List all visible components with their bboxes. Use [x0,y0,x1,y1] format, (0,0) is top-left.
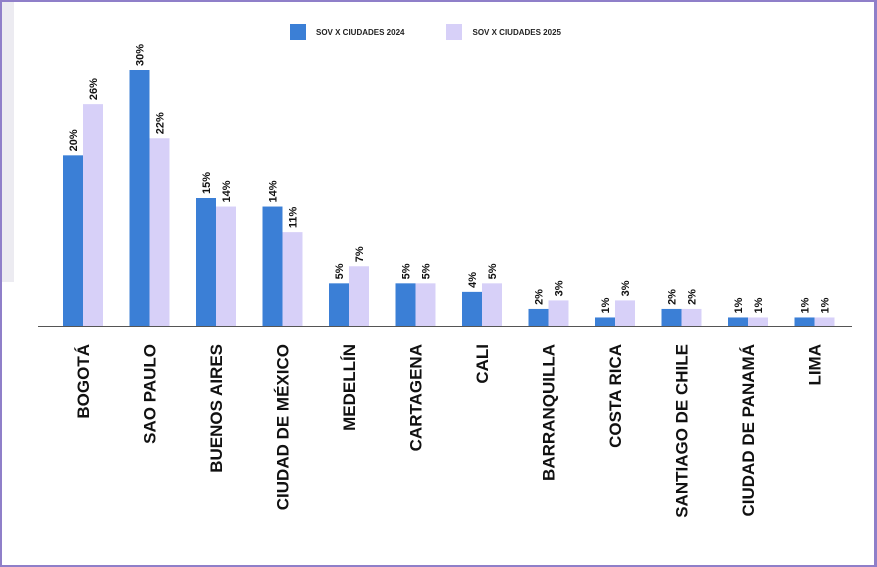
category-label-1: SAO PAULO [141,344,160,444]
legend-item-2025: SOV X CIUDADES 2025 [446,24,561,40]
data-label-2024-2: 15% [201,172,213,194]
legend-label-2025: SOV X CIUDADES 2025 [472,27,561,37]
data-label-2024-5: 5% [401,263,413,279]
data-label-2025-2: 14% [221,180,233,202]
data-label-2025-4: 7% [354,246,366,262]
data-label-2024-3: 14% [268,180,280,202]
bar-2025-7 [548,300,569,326]
legend-swatch-2025 [446,24,463,40]
bar-2025-5 [415,283,436,326]
bar-2025-3 [282,232,303,326]
data-label-2025-7: 3% [554,280,566,296]
background-panel [2,2,14,282]
data-label-2024-10: 1% [733,297,745,313]
bar-2024-9 [661,308,682,326]
data-label-2025-9: 2% [687,289,699,305]
data-label-2025-6: 5% [487,263,499,279]
bar-2025-1 [149,138,170,326]
bar-2025-11 [814,317,835,326]
category-label-11: LIMA [806,344,825,386]
data-label-2024-8: 1% [600,297,612,313]
bar-2025-4 [349,266,369,326]
category-label-4: MEDELLÍN [340,344,359,431]
bar-2024-1 [129,70,150,326]
bar-2024-11 [794,317,815,326]
data-label-2025-8: 3% [620,280,632,296]
data-label-2024-6: 4% [467,272,479,288]
category-label-0: BOGOTÁ [74,344,93,419]
bar-2024-8 [595,317,615,326]
category-label-2: BUENOS AIRES [207,344,226,473]
data-label-2025-1: 22% [155,112,167,134]
category-label-6: CALI [473,344,492,384]
category-label-7: BARRANQUILLA [540,344,559,481]
bar-2025-8 [615,300,635,326]
legend: SOV X CIUDADES 2024 SOV X CIUDADES 2025 [290,24,603,40]
data-label-2024-7: 2% [534,289,546,305]
bar-2025-2 [216,206,236,326]
bar-2025-10 [748,317,768,326]
bar-2025-0 [83,104,103,326]
data-label-2024-1: 30% [135,44,147,66]
data-label-2025-0: 26% [88,78,100,100]
bar-2024-3 [262,206,283,326]
category-label-8: COSTA RICA [606,344,625,448]
legend-swatch-2024 [290,24,306,40]
bar-2024-0 [63,155,83,326]
data-label-2025-3: 11% [288,207,300,229]
data-label-2024-11: 1% [800,297,812,313]
data-label-2024-9: 2% [667,289,679,305]
bar-2024-4 [329,283,349,326]
data-label-2025-5: 5% [421,263,433,279]
bar-2024-2 [196,198,216,326]
bar-2025-9 [681,308,702,326]
legend-item-2024: SOV X CIUDADES 2024 [290,24,404,40]
category-label-3: CIUDAD DE MÉXICO [274,344,293,510]
bar-2024-6 [462,291,482,326]
data-label-2024-0: 20% [68,129,80,151]
data-label-2024-4: 5% [334,263,346,279]
category-label-9: SANTIAGO DE CHILE [673,344,692,518]
category-label-5: CARTAGENA [407,344,426,451]
data-label-2025-11: 1% [820,297,832,313]
bar-2024-5 [395,283,416,326]
category-label-10: CIUDAD DE PANAMÁ [739,344,758,517]
bar-2024-10 [728,317,748,326]
bar-2025-6 [482,283,502,326]
legend-label-2024: SOV X CIUDADES 2024 [316,27,405,37]
bar-2024-7 [528,308,549,326]
data-label-2025-10: 1% [753,297,765,313]
